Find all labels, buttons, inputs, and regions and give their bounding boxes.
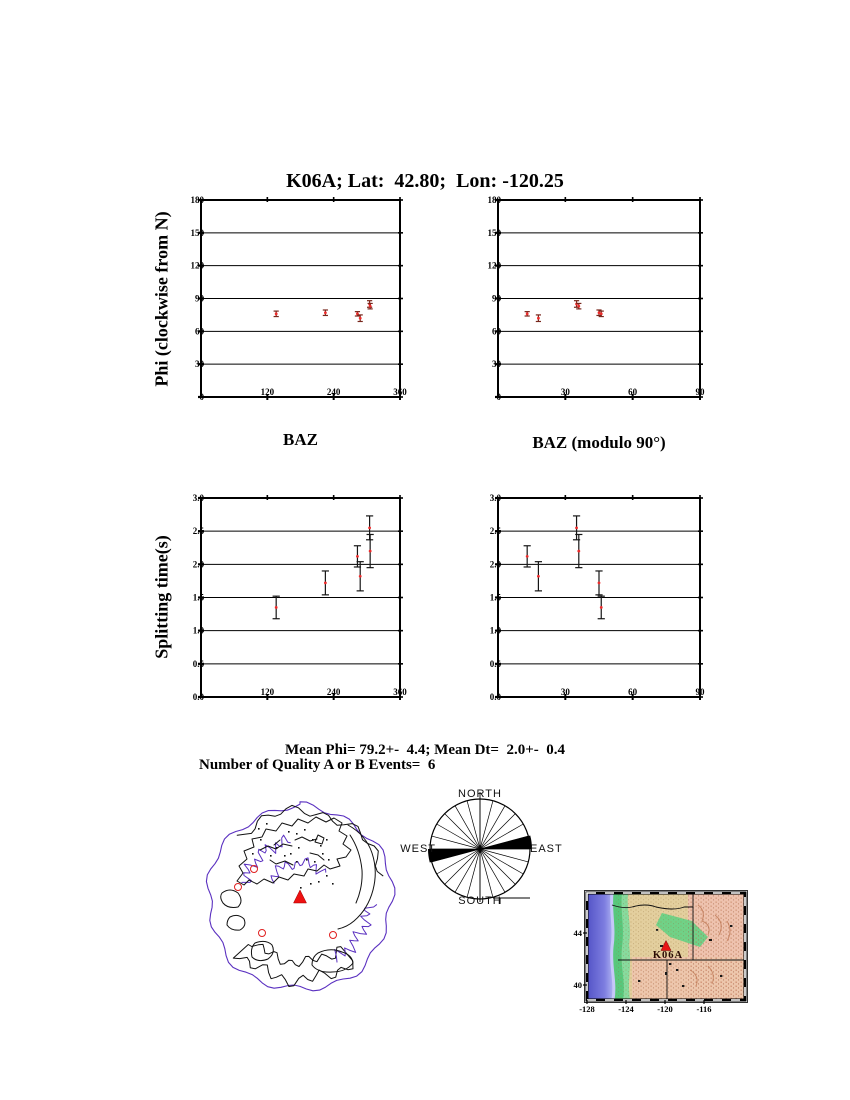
svg-text:90: 90 [492,294,502,304]
map-xtick--116: -116 [696,1004,712,1014]
rose-svg [428,792,532,904]
map-terrain [587,893,745,1000]
svg-text:360: 360 [393,687,407,697]
svg-text:1.5: 1.5 [193,593,205,603]
rose-south-label: SOUTH [458,895,502,907]
svg-text:120: 120 [488,261,502,271]
phi-axis-title: Phi (clockwise from N) [151,211,172,387]
splitting-time-axis-title: Splitting time(s) [151,535,172,659]
svg-text:1.0: 1.0 [193,626,205,636]
map-ytick-44: 44 [573,928,583,938]
svg-text:0: 0 [200,392,205,402]
svg-text:360: 360 [393,387,407,397]
globe-station-triangle [293,889,307,904]
globe-svg [205,801,396,992]
map-xtick--124: -124 [618,1004,634,1014]
svg-text:3.0: 3.0 [193,493,205,503]
svg-text:3.0: 3.0 [490,493,502,503]
rose-west-label: WEST [400,843,436,855]
svg-text:120: 120 [191,261,205,271]
rose-east-label: EAST [530,843,563,855]
topo-map-svg [583,890,748,1004]
map-station-triangle [660,939,672,951]
svg-text:0: 0 [497,392,502,402]
dt-baz-mod90-plot: 0.0 0.5 1.0 1.5 2.0 2.5 3.0 30 60 90 [468,488,716,713]
mean-values-text: Mean Phi= 79.2+- 4.4; Mean Dt= 2.0+- 0.4 [285,742,565,758]
svg-text:240: 240 [327,687,341,697]
phi-vs-baz-svg: 0 30 60 90 120 150 180 120 240 360 [191,195,408,402]
svg-text:60: 60 [195,326,205,336]
world-map-globe [200,795,410,1005]
svg-text:1.5: 1.5 [490,593,502,603]
svg-text:60: 60 [492,326,502,336]
region-topo-map [570,885,765,1015]
svg-text:120: 120 [261,387,275,397]
svg-text:180: 180 [488,195,502,205]
rose-north-label: NORTH [458,788,502,800]
fast-direction-rose [395,780,570,915]
dt-baz-plot: 0.0 0.5 1.0 1.5 2.0 2.5 3.0 120 240 360 [171,488,416,713]
event-count-text: Number of Quality A or B Events= 6 [199,757,436,773]
dt-vs-baz-mod90-svg: 0.0 0.5 1.0 1.5 2.0 2.5 3.0 30 60 90 [490,493,706,702]
svg-text:150: 150 [488,228,502,238]
baz-axis-label: BAZ [283,430,318,449]
dt-vs-baz-svg: 0.0 0.5 1.0 1.5 2.0 2.5 3.0 120 240 360 [193,493,408,702]
svg-text:120: 120 [261,687,275,697]
map-station-label: K06A [652,950,684,961]
svg-text:2.5: 2.5 [490,526,502,536]
svg-text:30: 30 [561,687,571,697]
map-xtick--120: -120 [657,1004,673,1014]
svg-text:90: 90 [696,687,706,697]
svg-text:180: 180 [191,195,205,205]
svg-text:90: 90 [195,294,205,304]
map-ytick-40: 40 [573,980,583,990]
svg-text:150: 150 [191,228,205,238]
svg-text:0.0: 0.0 [490,692,502,702]
svg-text:60: 60 [628,687,638,697]
svg-text:2.5: 2.5 [193,526,205,536]
map-ticks [583,932,705,1004]
phi-vs-baz-mod90-svg: 0 30 60 90 120 150 180 30 60 90 [488,195,706,402]
svg-text:30: 30 [195,359,205,369]
svg-text:60: 60 [628,387,638,397]
svg-text:30: 30 [492,359,502,369]
map-xtick--128: -128 [579,1004,595,1014]
page-title: K06A; Lat: 42.80; Lon: -120.25 [286,170,564,192]
svg-text:240: 240 [327,387,341,397]
phi-baz-plot: 0 30 60 90 120 150 180 120 240 360 [171,190,416,413]
svg-text:2.0: 2.0 [490,559,502,569]
svg-text:0.0: 0.0 [193,692,205,702]
svg-text:30: 30 [561,387,571,397]
map-lakes [638,925,733,987]
phi-baz-mod90-plot: 0 30 60 90 120 150 180 30 60 90 [468,190,716,413]
svg-text:0.5: 0.5 [193,659,205,669]
svg-text:0.5: 0.5 [490,659,502,669]
svg-text:2.0: 2.0 [193,559,205,569]
svg-text:1.0: 1.0 [490,626,502,636]
svg-text:90: 90 [696,387,706,397]
baz-mod90-axis-label: BAZ (modulo 90°) [532,433,666,452]
